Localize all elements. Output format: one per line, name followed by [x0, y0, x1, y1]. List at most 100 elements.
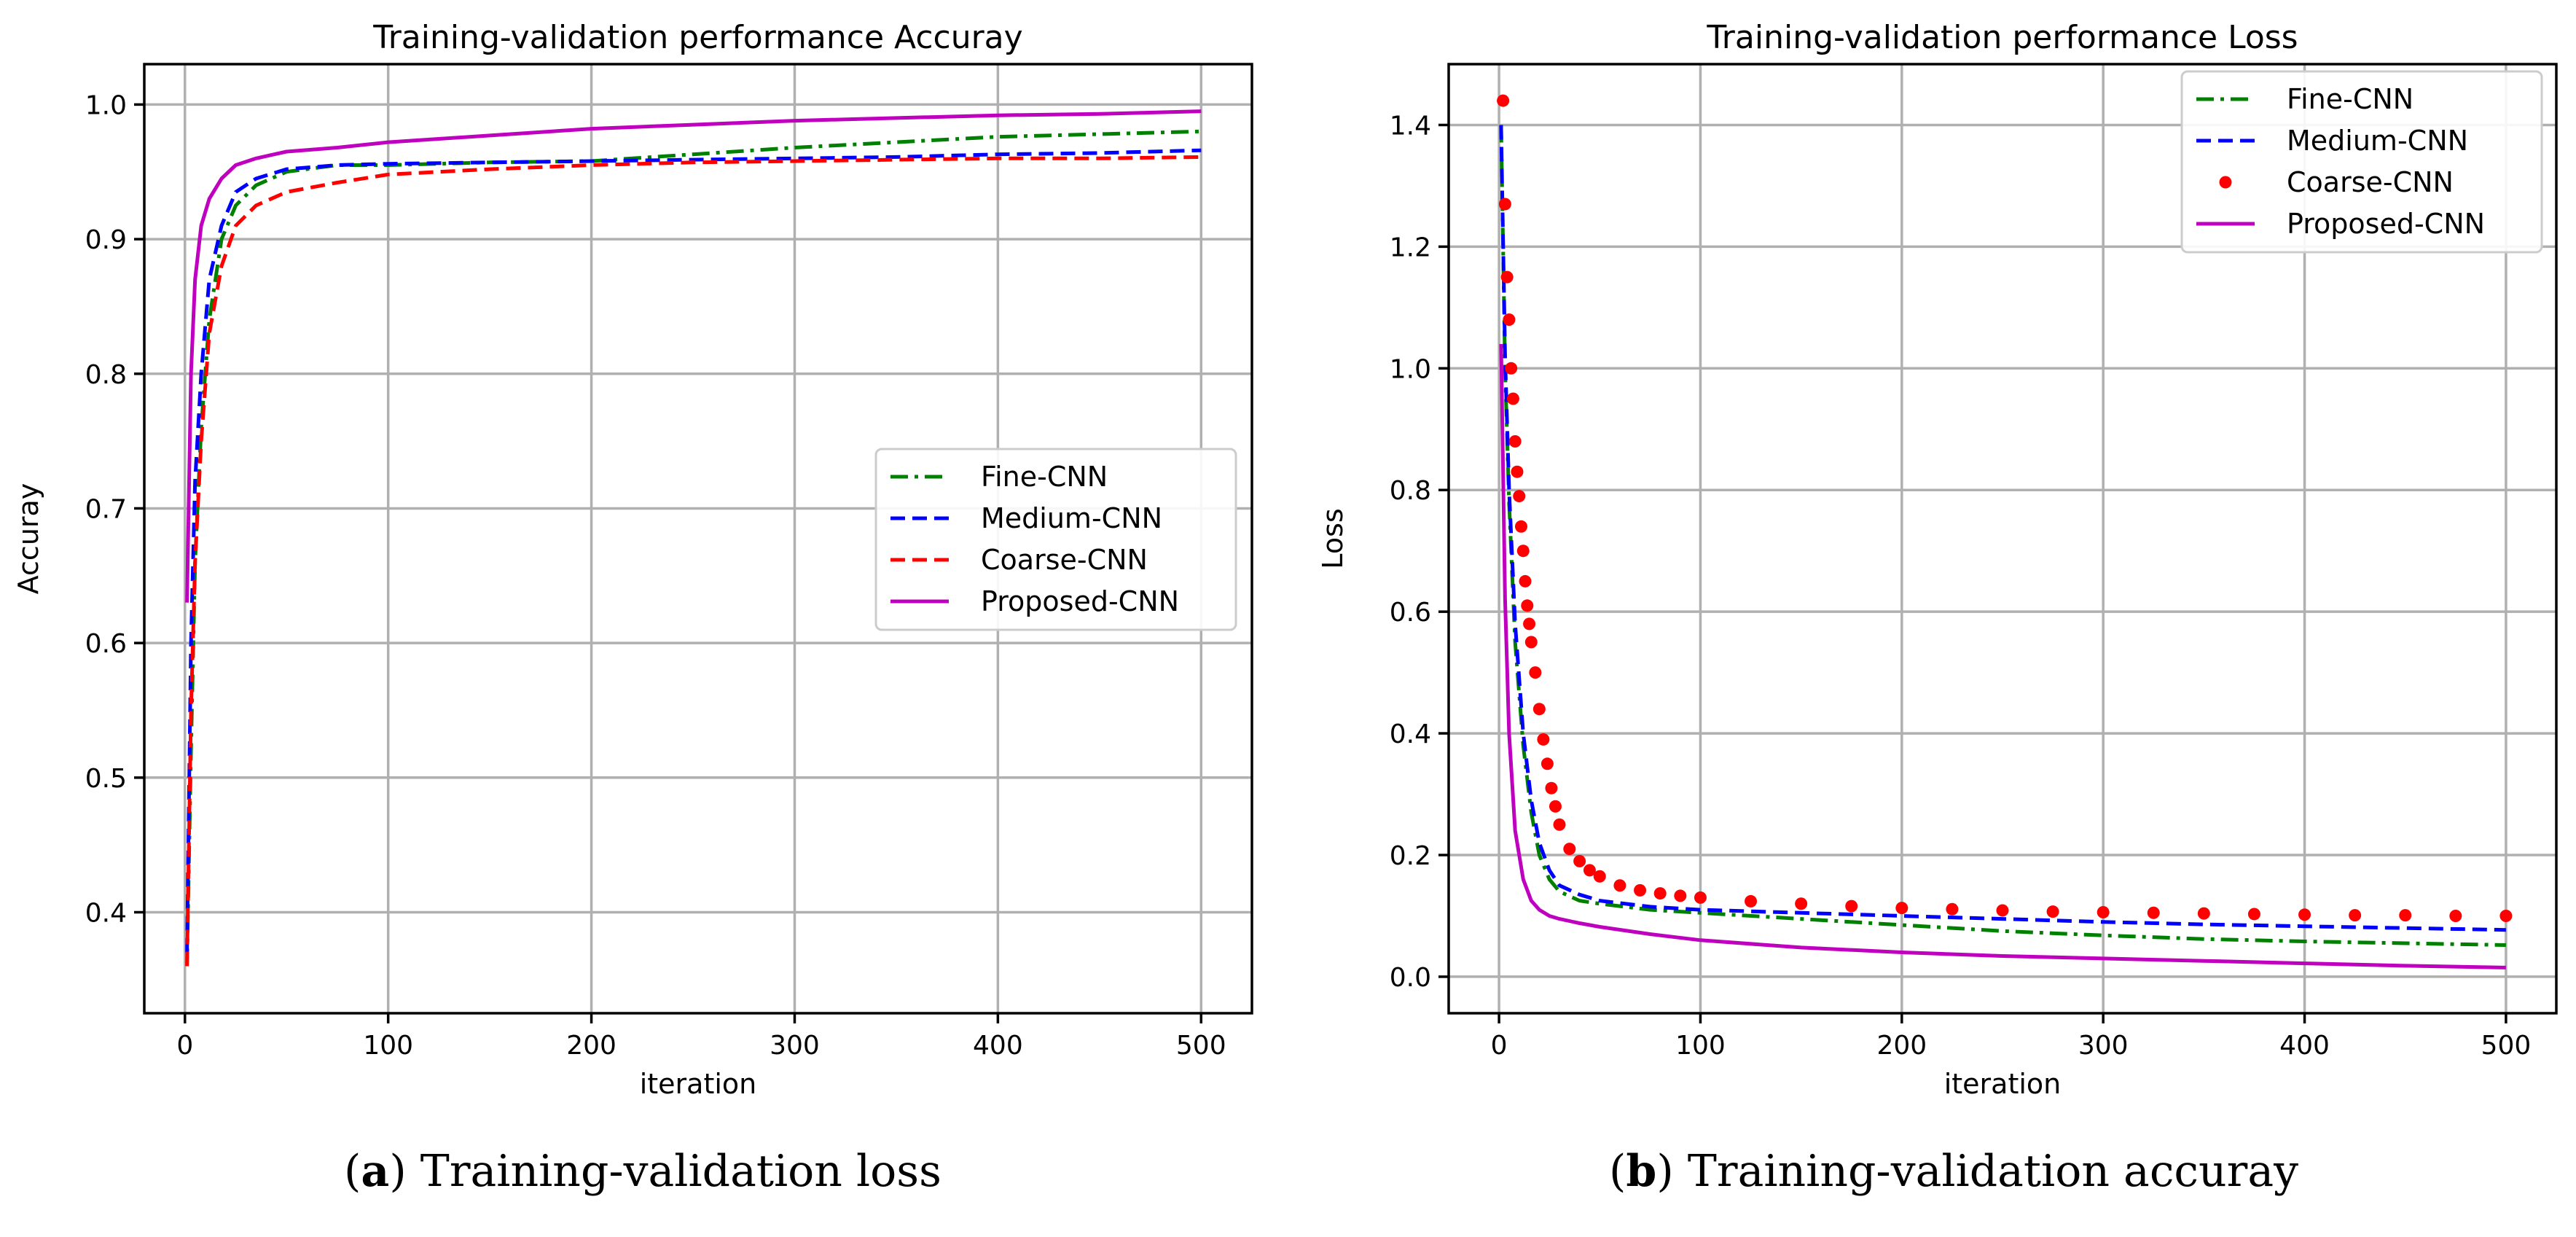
legend-marker-coarse-cnn [2219, 176, 2232, 189]
data-point [1634, 883, 1647, 897]
x-axis-label: iteration [640, 1068, 757, 1100]
data-point [1540, 757, 1554, 770]
legend-label: Medium-CNN [981, 502, 1162, 534]
y-tick-label: 0.6 [85, 629, 127, 659]
series-line-proposed-cnn [1499, 343, 2506, 969]
y-tick-label: 0.5 [85, 764, 127, 794]
data-point [1537, 733, 1550, 746]
data-point [2097, 905, 2110, 918]
series-group [185, 109, 1202, 967]
x-tick-label: 100 [1675, 1031, 1726, 1061]
data-point [1653, 887, 1667, 900]
data-point [2147, 906, 2160, 919]
data-point [1795, 897, 1808, 910]
data-point [1845, 900, 1858, 913]
x-tick-label: 300 [2078, 1031, 2129, 1061]
legend: Fine-CNN Medium-CNN Coarse-CNN Proposed-CNN [2180, 70, 2543, 254]
data-point [1563, 843, 1576, 856]
data-point [1519, 574, 1532, 588]
data-point [1508, 434, 1522, 448]
legend-label: Proposed-CNN [2287, 208, 2485, 240]
y-tick-label: 1.4 [1390, 111, 1431, 141]
legend-box [2180, 70, 2543, 254]
plot-frame [143, 63, 1253, 1015]
chart-title: Training-validation performance Accuray [372, 19, 1022, 56]
caption-b-letter: b [1626, 1146, 1657, 1197]
legend-label: Proposed-CNN [981, 585, 1179, 617]
data-point [1529, 666, 1542, 679]
caption-a-letter: a [361, 1146, 390, 1197]
legend: Fine-CNN Medium-CNN Coarse-CNN Proposed-CNN [874, 448, 1237, 631]
x-tick-label: 400 [973, 1031, 1023, 1061]
caption-b: (b) Training-validation accuray [1609, 1146, 2299, 1197]
y-tick-label: 0.7 [85, 494, 127, 524]
legend-label: Medium-CNN [2287, 125, 2468, 157]
x-tick-label: 300 [770, 1031, 820, 1061]
data-point [1503, 313, 1516, 327]
x-tick-label: 200 [566, 1031, 616, 1061]
loss-chart: 0 100 200 300 400 500 0.0 0.2 0.4 0.6 0.8 1.0 1.2 1.4… [1317, 19, 2558, 1100]
y-tick-label: 0.6 [1390, 598, 1431, 628]
data-point [1505, 362, 1518, 375]
data-point [1514, 520, 1527, 533]
data-point [1694, 891, 1707, 904]
plot-frame [1447, 63, 2558, 1015]
data-point [1523, 617, 1536, 631]
data-point [1583, 864, 1596, 877]
x-axis-label: iteration [1944, 1068, 2062, 1100]
y-tick-label: 0.4 [1390, 719, 1431, 749]
x-tick-label: 0 [176, 1031, 193, 1061]
data-point [2197, 907, 2210, 920]
y-tick-label: 0.4 [85, 898, 127, 928]
y-tick-label: 1.2 [1390, 233, 1431, 262]
y-tick-label: 1.0 [1390, 354, 1431, 384]
x-tick-label: 200 [1876, 1031, 1927, 1061]
data-point [2499, 909, 2513, 922]
series-line-medium-cnn [1499, 125, 2506, 932]
data-point [1498, 198, 1511, 211]
legend-box [874, 448, 1237, 631]
y-tick-label: 0.9 [85, 225, 127, 255]
data-point [1745, 894, 1758, 908]
y-tick-label: 0.8 [85, 360, 127, 390]
x-tick-label: 500 [2481, 1031, 2532, 1061]
data-point [1524, 636, 1538, 649]
y-tick-label: 0.2 [1390, 841, 1431, 871]
data-point [1506, 392, 1519, 405]
legend-label: Coarse-CNN [2287, 166, 2454, 198]
data-point [1996, 904, 2009, 917]
x-tick-label: 400 [2279, 1031, 2330, 1061]
accuracy-chart: 0 100 200 300 400 500 0.4 0.5 0.6 0.7 0.8 0.9 1.0 Tra… [12, 19, 1253, 1100]
series-line-proposed-cnn [185, 109, 1202, 603]
series-line-medium-cnn [185, 148, 1202, 953]
data-point [2046, 905, 2059, 918]
data-point [2449, 909, 2462, 922]
series-group [1497, 94, 2513, 969]
y-tick-label: 0.8 [1390, 476, 1431, 506]
x-tick-label: 0 [1491, 1031, 1508, 1061]
data-point [1674, 889, 1687, 902]
x-tick-label: 100 [363, 1031, 413, 1061]
data-point [2399, 909, 2412, 922]
data-point [1500, 270, 1514, 284]
data-point [1573, 854, 1586, 867]
caption-a: (a) Training-validation loss [344, 1146, 941, 1197]
data-point [1593, 870, 1606, 883]
y-axis-label: Loss [1317, 508, 1349, 569]
data-point [1545, 781, 1558, 795]
caption-b-text: Training-validation accuray [1673, 1146, 2299, 1197]
legend-label: Coarse-CNN [981, 544, 1148, 576]
data-point [2298, 908, 2311, 921]
data-point [1511, 465, 1524, 478]
data-point [1516, 545, 1530, 558]
caption-a-text: Training-validation loss [406, 1146, 941, 1197]
data-point [1521, 599, 1534, 612]
chart-title: Training-validation performance Loss [1706, 19, 2298, 56]
x-tick-label: 500 [1176, 1031, 1226, 1061]
data-point [2349, 909, 2362, 922]
series-line-coarse-cnn [185, 155, 1202, 967]
y-tick-label: 0.0 [1390, 963, 1431, 993]
data-point [1946, 902, 1959, 916]
data-point [1553, 818, 1566, 831]
